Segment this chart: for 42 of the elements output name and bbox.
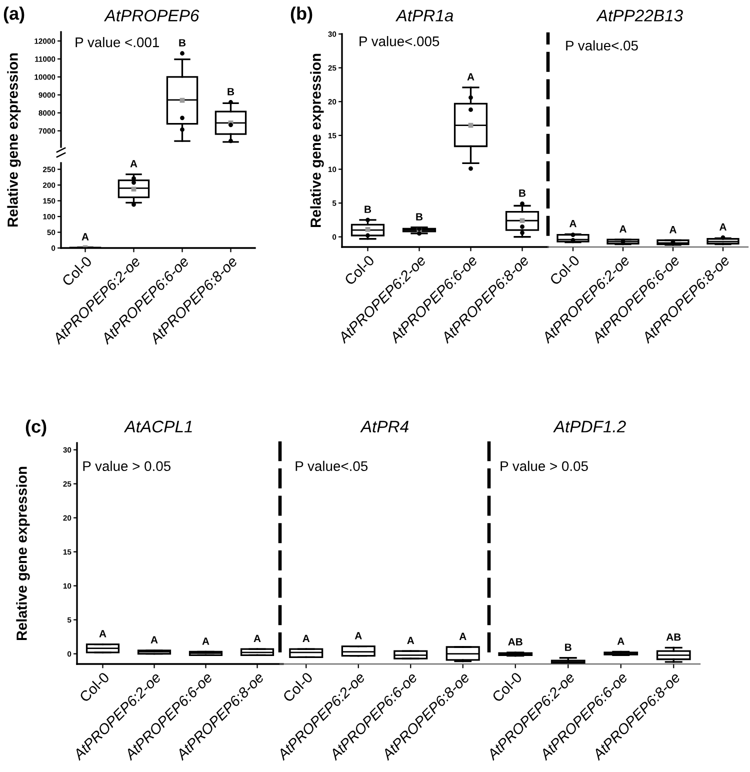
chart-subtitle: AtPDF1.2 bbox=[553, 420, 626, 432]
annotation: A bbox=[669, 226, 676, 234]
annotation: P value <.001 bbox=[76, 37, 159, 48]
annotation: P value > 0.05 bbox=[500, 460, 588, 472]
chart-subtitle: AtACPL1 bbox=[124, 420, 192, 432]
annotation: A bbox=[302, 634, 310, 642]
chart-title: (c) bbox=[26, 420, 46, 436]
annotation: A bbox=[467, 73, 474, 80]
annotation: A bbox=[407, 636, 414, 644]
chart-subtitle: AtPP22B13 bbox=[596, 10, 683, 22]
annotation: B bbox=[519, 190, 526, 197]
annotation: P value<.05 bbox=[296, 460, 368, 472]
annotation: A bbox=[719, 223, 726, 231]
annotation: A bbox=[459, 632, 466, 640]
annotation: A bbox=[569, 220, 576, 228]
y-axis-title: Relative gene expression bbox=[7, 53, 21, 227]
y-axis-title: Relative gene expression bbox=[310, 54, 324, 228]
annotation: A bbox=[202, 638, 210, 645]
annotation: A bbox=[82, 233, 89, 240]
annotation: P value<.05 bbox=[566, 40, 638, 51]
annotation: A bbox=[619, 225, 626, 233]
chart-title: (b) bbox=[290, 6, 312, 24]
annotation: A bbox=[354, 632, 362, 640]
chart-subtitle: AtPROPEP6 bbox=[104, 10, 200, 22]
annotation: B bbox=[565, 644, 572, 651]
annotation: B bbox=[228, 88, 234, 96]
annotation: A bbox=[150, 636, 158, 644]
annotation: A bbox=[99, 630, 106, 638]
annotation: AB bbox=[508, 638, 522, 646]
y-axis-title: Relative gene expression bbox=[16, 466, 30, 640]
annotation: A bbox=[254, 634, 261, 642]
annotation: B bbox=[364, 206, 372, 213]
chart-subtitle: AtPR4 bbox=[360, 420, 408, 432]
annotation: A bbox=[617, 638, 624, 645]
annotation: P value<.005 bbox=[360, 36, 440, 46]
annotation: AB bbox=[666, 633, 681, 641]
annotation: A bbox=[130, 160, 138, 168]
annotation: B bbox=[416, 213, 423, 220]
annotation: P value > 0.05 bbox=[83, 460, 171, 472]
chart-title: (a) bbox=[4, 6, 24, 24]
chart-subtitle: AtPR1a bbox=[395, 10, 454, 22]
annotation: B bbox=[179, 39, 186, 46]
